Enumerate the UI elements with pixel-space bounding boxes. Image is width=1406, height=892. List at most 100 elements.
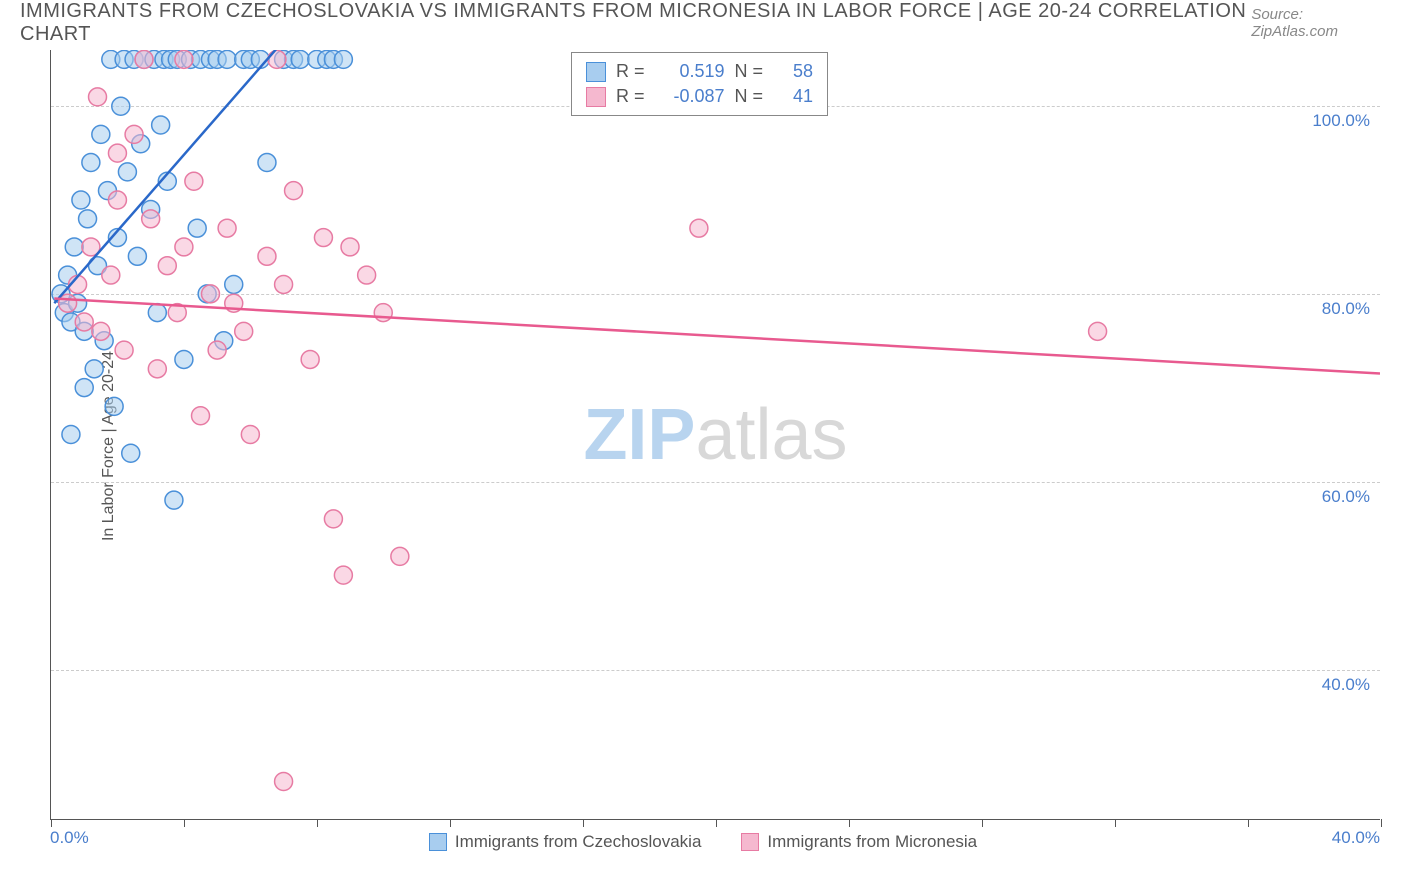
data-point [65,238,83,256]
source-label: Source: [1251,6,1303,23]
data-point [75,379,93,397]
data-point [334,566,352,584]
data-point [122,444,140,462]
data-point [218,50,236,68]
trend-line [54,299,1380,374]
data-point [135,50,153,68]
data-point [165,491,183,509]
legend-item-2: Immigrants from Micronesia [741,832,977,852]
chart-title: IMMIGRANTS FROM CZECHOSLOVAKIA VS IMMIGR… [20,0,1251,46]
data-point [118,163,136,181]
data-point [391,547,409,565]
data-point [85,360,103,378]
stat-swatch-1 [586,62,606,82]
plot-inner: ZIPatlas 40.0%60.0%80.0%100.0% [51,50,1380,819]
x-tick [716,819,717,827]
data-point [324,510,342,528]
chart-container: IMMIGRANTS FROM CZECHOSLOVAKIA VS IMMIGR… [0,0,1406,892]
data-point [285,182,303,200]
source-value: ZipAtlas.com [1251,23,1338,40]
data-point [175,50,193,68]
data-point [79,210,97,228]
stat-r-value-1: 0.519 [655,61,725,82]
data-point [148,304,166,322]
data-point [188,219,206,237]
stat-row-2: R = -0.087 N = 41 [586,84,813,109]
data-point [152,116,170,134]
data-point [314,229,332,247]
data-point [175,238,193,256]
data-point [291,50,309,68]
x-tick [317,819,318,827]
legend-swatch-1 [429,833,447,851]
stat-swatch-2 [586,87,606,107]
data-point [72,191,90,209]
x-tick [51,819,52,827]
data-point [374,304,392,322]
data-point [92,322,110,340]
data-point [82,154,100,172]
data-point [108,191,126,209]
data-point [175,350,193,368]
data-point [102,266,120,284]
data-point [89,88,107,106]
x-tick [450,819,451,827]
data-point [275,772,293,790]
stat-row-1: R = 0.519 N = 58 [586,59,813,84]
stat-r-value-2: -0.087 [655,86,725,107]
data-point [128,247,146,265]
data-point [225,275,243,293]
stat-box: R = 0.519 N = 58 R = -0.087 N = 41 [571,52,828,116]
data-point [142,210,160,228]
data-point [105,397,123,415]
data-point [192,407,210,425]
chart-svg [51,50,1380,819]
data-point [268,50,286,68]
x-tick [1115,819,1116,827]
plot-area: ZIPatlas 40.0%60.0%80.0%100.0% R = 0.519… [50,50,1380,820]
stat-n-label-1: N = [735,61,764,82]
stat-n-value-2: 41 [773,86,813,107]
data-point [115,341,133,359]
chart-header: IMMIGRANTS FROM CZECHOSLOVAKIA VS IMMIGR… [20,8,1386,38]
data-point [75,313,93,331]
data-point [334,50,352,68]
chart-source: Source: ZipAtlas.com [1251,6,1386,40]
legend-label-1: Immigrants from Czechoslovakia [455,832,702,852]
legend-swatch-2 [741,833,759,851]
data-point [241,426,259,444]
stat-n-value-1: 58 [773,61,813,82]
data-point [62,426,80,444]
x-tick [583,819,584,827]
data-point [218,219,236,237]
legend-label-2: Immigrants from Micronesia [767,832,977,852]
x-tick [982,819,983,827]
stat-n-label-2: N = [735,86,764,107]
data-point [258,154,276,172]
data-point [341,238,359,256]
data-point [208,341,226,359]
data-point [185,172,203,190]
data-point [358,266,376,284]
x-tick [184,819,185,827]
data-point [158,257,176,275]
x-tick [1381,819,1382,827]
data-point [92,125,110,143]
data-point [690,219,708,237]
data-point [201,285,219,303]
data-point [1089,322,1107,340]
data-point [301,350,319,368]
data-point [275,275,293,293]
x-tick [849,819,850,827]
data-point [108,144,126,162]
stat-r-label-1: R = [616,61,645,82]
data-point [148,360,166,378]
legend-item-1: Immigrants from Czechoslovakia [429,832,702,852]
data-point [112,97,130,115]
bottom-legend: Immigrants from Czechoslovakia Immigrant… [0,832,1406,852]
data-point [125,125,143,143]
data-point [258,247,276,265]
data-point [235,322,253,340]
stat-r-label-2: R = [616,86,645,107]
x-tick [1248,819,1249,827]
